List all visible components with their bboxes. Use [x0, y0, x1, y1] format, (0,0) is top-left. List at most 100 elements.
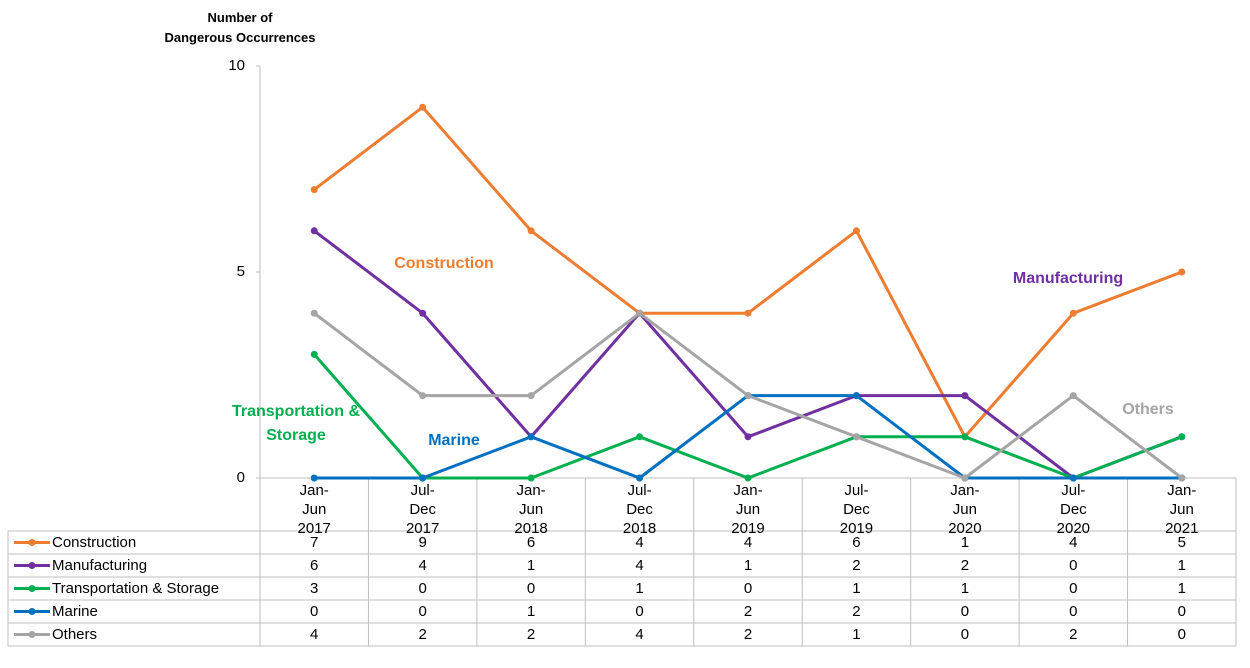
series-point [1178, 268, 1186, 276]
series-label: Others [1122, 401, 1174, 418]
legend-marker [28, 608, 36, 615]
series-label: Manufacturing [1012, 270, 1124, 287]
table-cell: 0 [1177, 602, 1186, 620]
series-point [744, 433, 752, 441]
series-point [744, 309, 752, 317]
table-cell: 0 [960, 602, 970, 620]
table-cell: 1 [526, 556, 536, 574]
series-point [527, 392, 535, 400]
table-cell: 0 [310, 602, 319, 620]
table-cell: 1 [960, 533, 970, 551]
legend-label: Marine [52, 602, 98, 620]
table-cell: 4 [418, 556, 427, 574]
series-label: Marine [428, 432, 480, 449]
table-cell: 1 [852, 625, 861, 643]
table-cell: 2 [852, 602, 861, 620]
table-cell: 2 [743, 602, 753, 620]
series-point [852, 392, 860, 400]
table-cell: 0 [743, 579, 753, 597]
table-cell: 2 [852, 556, 861, 574]
table-cell: 4 [635, 533, 644, 551]
x-tick-label: Jan-Jun 2020 [948, 482, 982, 537]
table-cell: 0 [526, 579, 536, 597]
table-cell: 4 [635, 556, 644, 574]
table-cell: 4 [635, 625, 644, 643]
table-cell: 2 [960, 556, 970, 574]
series-point [419, 103, 427, 111]
table-cell: 1 [852, 579, 861, 597]
series-point [310, 309, 318, 317]
series-point [419, 309, 427, 317]
legend-marker [28, 539, 36, 546]
series-point [1069, 392, 1077, 400]
table-cell: 2 [418, 625, 427, 643]
series-point [527, 433, 535, 441]
table-cell: 0 [635, 602, 644, 620]
x-tick-label: Jan-Jun 2021 [1165, 482, 1199, 537]
table-cell: 0 [418, 602, 427, 620]
table-cell: 2 [1069, 625, 1078, 643]
y-tick-label: 0 [236, 469, 245, 486]
table-cell: 1 [526, 602, 536, 620]
table-cell: 1 [1177, 556, 1186, 574]
series-point [636, 433, 644, 441]
legend-marker [28, 585, 36, 592]
table-cell: 0 [1177, 625, 1186, 643]
series-point [744, 392, 752, 400]
table-cell: 6 [526, 533, 536, 551]
table-cell: 4 [1069, 533, 1078, 551]
series-point [527, 227, 535, 235]
series-point [961, 392, 969, 400]
x-tick-label: Jan-Jun 2017 [297, 482, 331, 537]
series-point [310, 474, 318, 482]
table-cell: 0 [1069, 602, 1078, 620]
series-point [419, 474, 427, 482]
legend-marker [28, 562, 36, 569]
series-point [527, 474, 535, 482]
legend-label: Manufacturing [52, 556, 148, 574]
x-tick-label: Jan-Jun 2018 [514, 482, 548, 537]
series-point [310, 350, 318, 358]
series-point [310, 186, 318, 194]
series-point [744, 474, 752, 482]
series-point [419, 392, 427, 400]
series-point [1178, 433, 1186, 441]
y-axis-label: Dangerous Occurrences [164, 30, 316, 45]
x-tick-label: Jul-Dec 2018 [622, 482, 657, 537]
table-cell: 0 [1069, 556, 1078, 574]
table-cell: 4 [310, 625, 319, 643]
table-cell: 6 [310, 556, 319, 574]
table-cell: 0 [960, 625, 970, 643]
table-cell: 1 [960, 579, 970, 597]
x-tick-label: Jan-Jun 2019 [731, 482, 765, 537]
series-point [310, 227, 318, 235]
series-point [961, 474, 969, 482]
y-tick-label: 5 [236, 263, 245, 280]
legend-label: Construction [52, 533, 137, 551]
y-tick-label: 10 [228, 57, 245, 74]
table-cell: 0 [1069, 579, 1078, 597]
table-cell: 2 [526, 625, 536, 643]
x-tick-label: Jul-Dec 2020 [1056, 482, 1091, 537]
series-point [852, 433, 860, 441]
x-tick-label: Jul-Dec 2019 [839, 482, 874, 537]
series-point [1069, 309, 1077, 317]
table-cell: 5 [1177, 533, 1186, 551]
legend-label: Transportation & Storage [52, 579, 220, 597]
table-cell: 4 [743, 533, 753, 551]
series-point [636, 474, 644, 482]
table-cell: 1 [635, 579, 644, 597]
series-point [1069, 474, 1077, 482]
table-cell: 1 [743, 556, 753, 574]
table-cell: 3 [310, 579, 319, 597]
series-label: Transportation & Storage [231, 403, 360, 444]
legend-label: Others [52, 625, 98, 643]
table-cell: 1 [1177, 579, 1186, 597]
y-axis-label: Number of [207, 10, 273, 25]
x-tick-label: Jul-Dec 2017 [405, 482, 440, 537]
table-cell: 9 [418, 533, 427, 551]
series-point [961, 433, 969, 441]
series-label: Construction [394, 255, 494, 272]
